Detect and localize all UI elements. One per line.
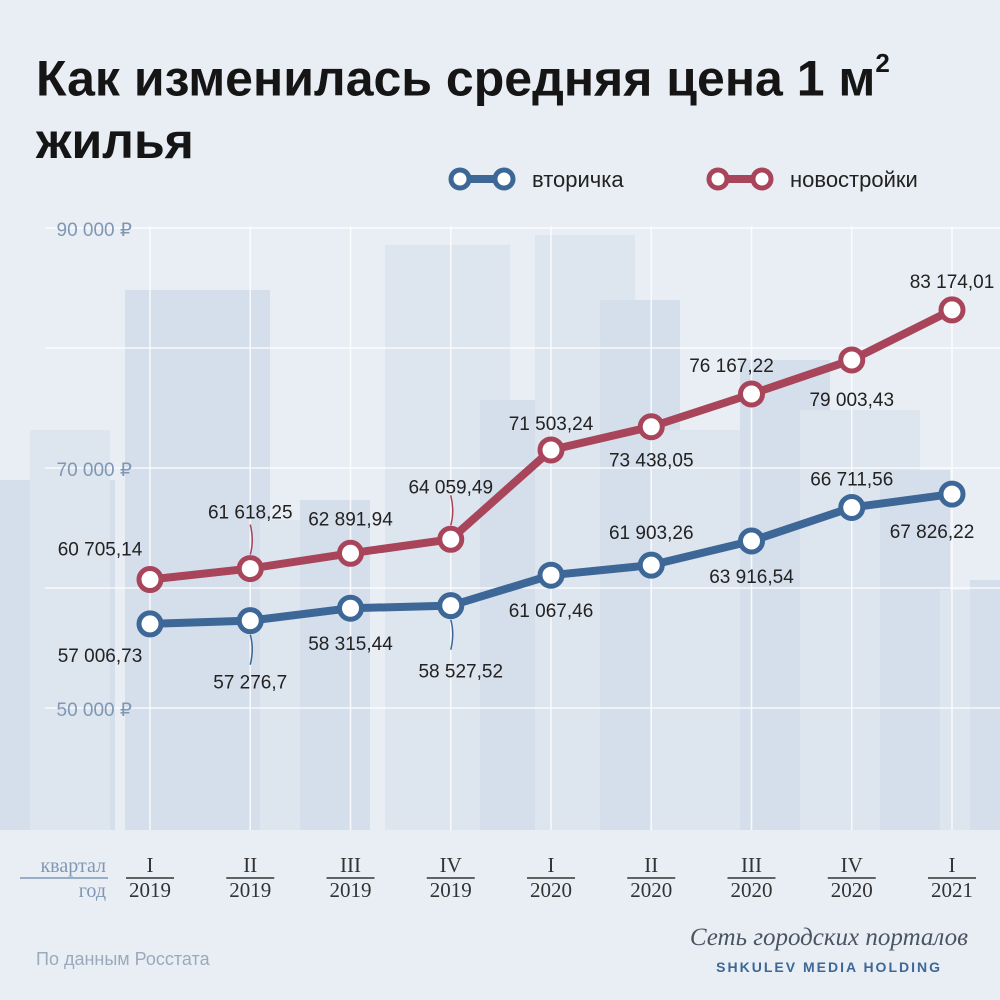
data-label: 61 067,46 — [509, 601, 594, 622]
x-tick-quarter: I — [949, 853, 956, 877]
building-silhouette — [880, 470, 950, 830]
data-point — [938, 480, 966, 508]
data-point — [337, 594, 364, 622]
label-leader — [450, 495, 454, 526]
series-secondary: 57 006,73 57 276,7 58 315,44 58 527,52 61 06… — [58, 469, 975, 693]
data-label: 61 903,26 — [609, 523, 694, 544]
data-point — [738, 380, 765, 408]
data-point — [437, 592, 465, 620]
data-point — [136, 610, 164, 638]
data-point — [537, 436, 565, 464]
source-note: По данным Росстата — [36, 949, 211, 969]
chart-legend: вторичка новостройки — [448, 167, 918, 192]
data-label: 63 916,54 — [709, 567, 794, 588]
x-tick-year: 2019 — [430, 878, 472, 902]
data-label: 76 167,22 — [689, 356, 774, 377]
data-label: 58 315,44 — [308, 634, 393, 655]
x-axis: кварталгодI2019II2019III2019IV2019I2020I… — [20, 853, 976, 902]
data-point — [637, 413, 665, 441]
data-label: 67 826,22 — [890, 522, 975, 543]
x-tick-quarter: III — [340, 853, 361, 877]
legend-marker — [750, 167, 774, 191]
y-tick-label: 70 000 ₽ — [57, 460, 132, 481]
x-tick-year: 2020 — [831, 878, 873, 902]
x-tick-quarter: IV — [440, 853, 462, 877]
x-tick-year: 2019 — [129, 878, 171, 902]
data-point — [637, 551, 665, 579]
data-label: 66 711,56 — [810, 469, 893, 490]
building-silhouette — [30, 430, 110, 830]
data-label: 57 006,73 — [58, 646, 143, 667]
data-label: 58 527,52 — [418, 662, 503, 683]
legend-label: новостройки — [790, 167, 918, 192]
data-point — [337, 539, 364, 567]
data-point — [136, 566, 164, 594]
x-tick-year: 2020 — [530, 878, 572, 902]
y-tick-label: 50 000 ₽ — [57, 700, 132, 721]
x-tick-year: 2019 — [330, 878, 372, 902]
x-tick-quarter: IV — [841, 853, 863, 877]
data-point — [236, 607, 264, 635]
x-tick-quarter: II — [243, 853, 257, 877]
data-label: 73 438,05 — [609, 451, 694, 472]
data-point — [938, 296, 966, 324]
data-point — [838, 493, 866, 521]
data-label: 71 503,24 — [509, 414, 594, 435]
x-tick-year: 2020 — [630, 878, 672, 902]
data-label: 83 174,01 — [910, 272, 995, 293]
x-axis-title-year: год — [79, 880, 106, 902]
legend-label: вторичка — [532, 167, 624, 192]
data-point — [236, 555, 264, 583]
chart-footer: По данным Росстата Сеть городских портало… — [36, 924, 968, 975]
data-label: 64 059,49 — [408, 477, 493, 498]
legend-marker — [706, 167, 730, 191]
data-label: 60 705,14 — [58, 540, 143, 561]
data-label: 62 891,94 — [308, 509, 393, 530]
data-point — [738, 527, 765, 555]
x-tick-year: 2020 — [731, 878, 773, 902]
brand-line1: Сеть городских порталов — [690, 924, 968, 951]
title-superscript: 2 — [875, 48, 890, 78]
brand-line2: SHKULEV MEDIA HOLDING — [716, 959, 942, 975]
building-silhouette — [970, 580, 1000, 830]
data-label: 57 276,7 — [213, 673, 287, 694]
x-axis-title-quarter: квартал — [40, 855, 106, 877]
label-leader — [249, 524, 253, 555]
data-point — [537, 561, 565, 589]
y-tick-label: 90 000 ₽ — [57, 220, 132, 241]
data-label: 61 618,25 — [208, 503, 293, 524]
chart-grid — [45, 226, 1000, 830]
data-point — [437, 525, 465, 553]
x-tick-year: 2019 — [229, 878, 271, 902]
y-axis: 50 000 ₽ 70 000 ₽ 90 000 ₽ — [57, 220, 132, 721]
bottom-band — [0, 830, 1000, 1000]
label-leader — [450, 619, 454, 650]
title-line2: жилья — [36, 112, 194, 169]
chart-series: 57 006,73 57 276,7 58 315,44 58 527,52 61 06… — [58, 272, 995, 694]
x-tick-year: 2021 — [931, 878, 973, 902]
chart-title: Как изменилась средняя цена 1 м2 жилья — [36, 38, 966, 172]
x-tick-quarter: I — [548, 853, 555, 877]
x-tick-quarter: I — [147, 853, 154, 877]
legend-marker — [492, 167, 516, 191]
series-new-buildings: 60 705,14 61 618,25 62 891,94 64 059,49 71 5… — [58, 272, 995, 594]
x-tick-quarter: II — [644, 853, 658, 877]
x-tick-quarter: III — [741, 853, 762, 877]
label-leader — [249, 634, 253, 665]
data-point — [838, 346, 866, 374]
data-label: 79 003,43 — [809, 390, 894, 411]
legend-marker — [448, 167, 472, 191]
title-text: Как изменилась средняя цена 1 м — [36, 50, 876, 107]
